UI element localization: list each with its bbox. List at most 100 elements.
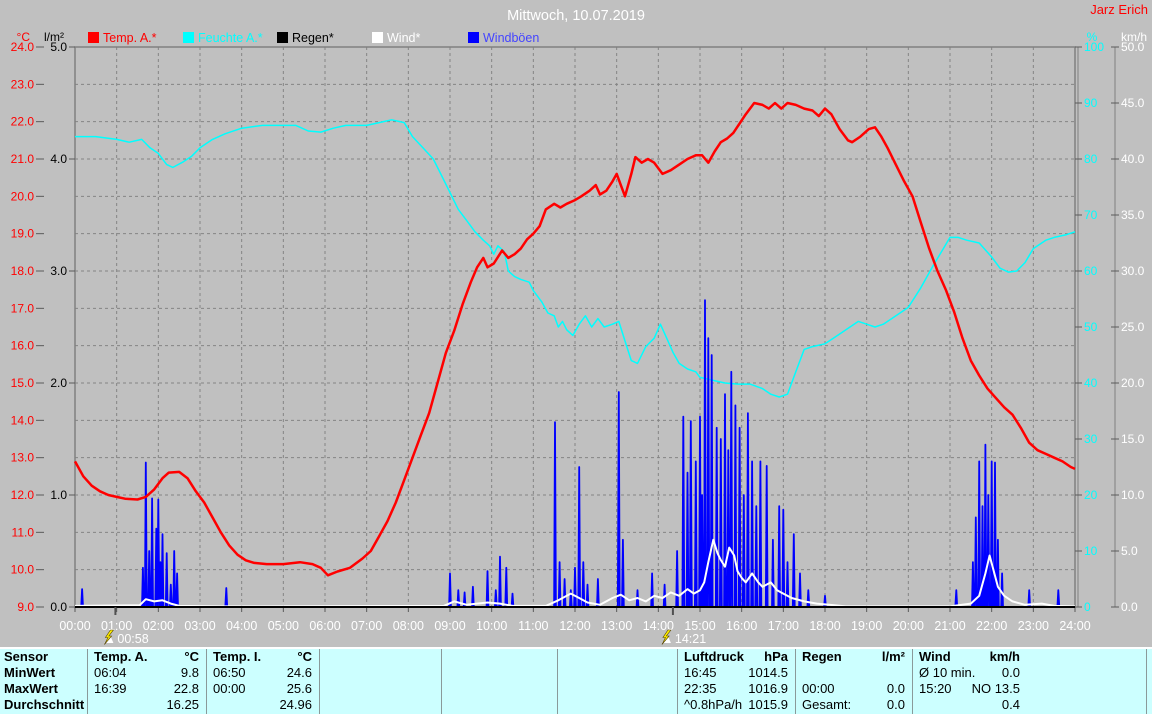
temp-axis-tick-label: 23.0 bbox=[11, 77, 35, 91]
avg-label bbox=[88, 697, 94, 713]
x-axis-tick-label: 24:00 bbox=[1059, 619, 1090, 633]
x-axis-tick-label: 23:00 bbox=[1018, 619, 1049, 633]
sensor-name: Regen bbox=[802, 649, 842, 664]
wind-axis-tick-label: 15.0 bbox=[1121, 432, 1145, 446]
table-label-column: Sensor MinWert MaxWert Durchschnitt bbox=[0, 649, 88, 714]
wind-axis-tick-label: 35.0 bbox=[1121, 208, 1145, 222]
legend-swatch bbox=[88, 32, 99, 43]
min-value bbox=[905, 665, 912, 681]
avg-label bbox=[913, 697, 919, 713]
max-time bbox=[442, 681, 448, 697]
x-axis-tick-label: 00:00 bbox=[59, 619, 90, 633]
legend-label: Windböen bbox=[483, 31, 539, 45]
table-trailing-column bbox=[1147, 649, 1152, 714]
event-marker: 00:58 bbox=[104, 607, 149, 646]
sensor-name: Temp. A. bbox=[94, 649, 148, 664]
max-time bbox=[558, 681, 564, 697]
table-column-luftdruck: Luftdruck hPa 16:45 1014.5 22:35 1016.9 ^0.8hP… bbox=[678, 649, 796, 714]
table-cell-row: Gesamt: 0.0 bbox=[796, 697, 912, 713]
min-time: 06:50 bbox=[213, 665, 246, 680]
sensor-name: Luftdruck bbox=[684, 649, 744, 664]
max-time: 15:20 bbox=[919, 681, 952, 696]
x-axis-tick-label: 10:00 bbox=[476, 619, 507, 633]
temp-axis-tick-label: 12.0 bbox=[11, 488, 35, 502]
sensor-unit bbox=[434, 649, 441, 665]
series-feuchte-a bbox=[75, 119, 1076, 398]
weather-chart: Mittwoch, 10.07.2019 Jarz Erich °C l/m² … bbox=[11, 2, 1148, 646]
table-cell-row: 06:04 9.8 bbox=[88, 665, 206, 681]
sensor-name bbox=[442, 649, 448, 665]
legend-swatch bbox=[468, 32, 479, 43]
wind-axis-tick-label: 25.0 bbox=[1121, 320, 1145, 334]
x-axis-tick-label: 16:00 bbox=[726, 619, 757, 633]
temp-axis-tick-label: 24.0 bbox=[11, 40, 35, 54]
humidity-axis-tick-label: 80 bbox=[1084, 152, 1098, 166]
x-axis-tick-label: 12:00 bbox=[559, 619, 590, 633]
x-axis-tick-label: 21:00 bbox=[934, 619, 965, 633]
x-axis-tick-label: 19:00 bbox=[851, 619, 882, 633]
temp-axis-tick-label: 14.0 bbox=[11, 413, 35, 427]
min-time: 16:45 bbox=[684, 665, 717, 680]
humidity-axis-unit: % bbox=[1087, 30, 1098, 44]
table-column-content: Temp. I. °C 06:50 24.6 00:00 25.6 24.96 bbox=[207, 649, 319, 713]
legend-swatch bbox=[183, 32, 194, 43]
min-value: 24.6 bbox=[286, 665, 312, 680]
min-time bbox=[442, 665, 448, 681]
table-column-empty bbox=[442, 649, 558, 714]
avg-label bbox=[558, 697, 564, 713]
wind-axis-tick-label: 50.0 bbox=[1121, 40, 1145, 54]
wind-axis-tick-label: 10.0 bbox=[1121, 488, 1145, 502]
sensor-unit: hPa bbox=[764, 649, 788, 664]
temp-axis-tick-label: 10.0 bbox=[11, 563, 35, 577]
sensor-unit bbox=[670, 649, 677, 665]
legend-swatch bbox=[277, 32, 288, 43]
wind-axis-tick-label: 30.0 bbox=[1121, 264, 1145, 278]
avg-label bbox=[207, 697, 213, 713]
table-cell-row: Temp. A. °C bbox=[88, 649, 206, 665]
x-axis-tick-label: 20:00 bbox=[893, 619, 924, 633]
table-column-content bbox=[320, 649, 441, 713]
wind-axis-tick-label: 45.0 bbox=[1121, 96, 1145, 110]
x-axis-tick-label: 18:00 bbox=[809, 619, 840, 633]
min-value: 0.0 bbox=[1001, 665, 1020, 680]
x-axis-tick-label: 07:00 bbox=[351, 619, 382, 633]
table-cell-row bbox=[558, 681, 677, 697]
avg-value: 0.0 bbox=[886, 697, 905, 712]
table-cell-row: 16:45 1014.5 bbox=[678, 665, 795, 681]
table-cell-row bbox=[442, 649, 557, 665]
x-axis-tick-label: 06:00 bbox=[309, 619, 340, 633]
table-cell-row: 15:20 NO 13.5 bbox=[913, 681, 1027, 697]
x-axis-tick-label: 08:00 bbox=[393, 619, 424, 633]
avg-value: 16.25 bbox=[166, 697, 199, 712]
x-axis-tick-label: 05:00 bbox=[268, 619, 299, 633]
lightning-icon bbox=[661, 629, 672, 645]
table-column-content: Regen l/m² 00:00 0.0 Gesamt: 0.0 bbox=[796, 649, 912, 713]
max-value: 22.8 bbox=[173, 681, 199, 696]
max-value bbox=[434, 681, 441, 697]
axes: 24.0 23.0 22.0 21.0 20.0 19.0 18.0 17.0 16.0 15.0… bbox=[11, 40, 1145, 633]
wind-axis-unit: km/h bbox=[1121, 30, 1147, 44]
table-cell-row bbox=[796, 665, 912, 681]
humidity-axis-tick-label: 10 bbox=[1084, 544, 1098, 558]
table-column-wind: Wind km/h Ø 10 min. 0.0 15:20 NO 13.5 0.4 bbox=[913, 649, 1147, 714]
sensor-unit: km/h bbox=[989, 649, 1020, 664]
legend-label: Wind* bbox=[387, 31, 420, 45]
min-value: 1014.5 bbox=[748, 665, 788, 680]
max-time: 16:39 bbox=[94, 681, 127, 696]
table-cell-row: ^0.8hPa/h 1015.9 bbox=[678, 697, 795, 713]
max-time: 22:35 bbox=[684, 681, 717, 696]
sensor-unit: °C bbox=[184, 649, 199, 664]
wind-axis-tick-label: 5.0 bbox=[1121, 544, 1138, 558]
series-temp-a bbox=[73, 101, 1076, 577]
table-column-content: Luftdruck hPa 16:45 1014.5 22:35 1016.9 ^0.8hP… bbox=[678, 649, 795, 713]
statistics-table: Sensor MinWert MaxWert Durchschnitt Temp. A.… bbox=[0, 647, 1152, 714]
table-row-label: MaxWert bbox=[4, 681, 58, 696]
table-cell-row: Luftdruck hPa bbox=[678, 649, 795, 665]
max-time bbox=[320, 681, 326, 697]
min-time: 06:04 bbox=[94, 665, 127, 680]
table-cell-row bbox=[320, 681, 441, 697]
table-cell-row bbox=[558, 697, 677, 713]
max-value bbox=[550, 681, 557, 697]
rain-axis-tick-label: 2.0 bbox=[50, 376, 67, 390]
max-value: 25.6 bbox=[286, 681, 312, 696]
